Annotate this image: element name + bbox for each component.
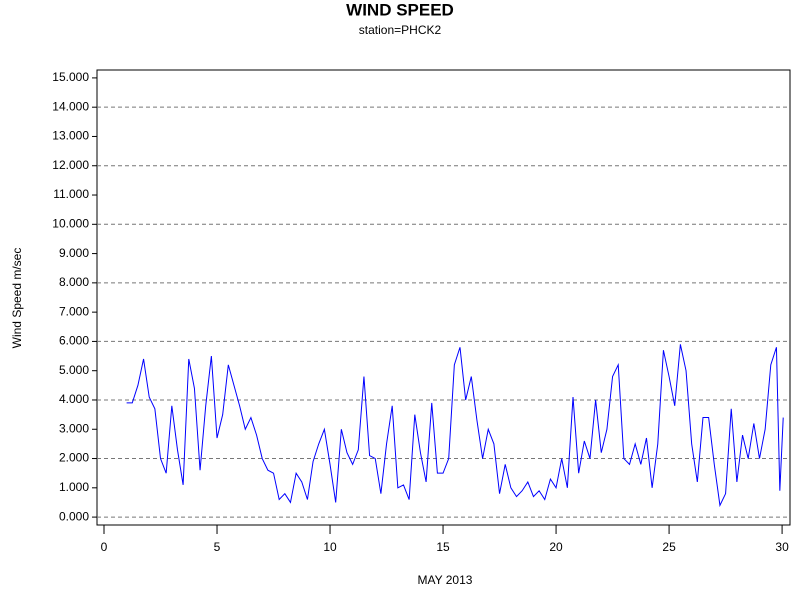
y-tick-label: 1.000 (59, 480, 89, 494)
y-tick-label: 11.000 (53, 187, 89, 201)
chart-title: WIND SPEED (346, 0, 454, 19)
x-tick-label: 30 (775, 540, 789, 554)
x-tick-label: 15 (436, 540, 450, 554)
y-tick-label: 6.000 (59, 334, 89, 348)
data-line (126, 344, 784, 508)
x-tick-label: 5 (214, 540, 221, 554)
y-tick-label: 3.000 (59, 421, 89, 435)
y-tick-label: 8.000 (59, 275, 89, 289)
chart-subtitle: station=PHCK2 (359, 23, 442, 37)
x-axis-label: MAY 2013 (418, 573, 473, 587)
y-tick-label: 9.000 (59, 246, 89, 260)
y-tick-label: 7.000 (59, 304, 89, 318)
y-tick-label: 15.000 (52, 70, 89, 84)
x-tick-label: 0 (101, 540, 108, 554)
x-tick-label: 20 (549, 540, 563, 554)
x-tick-label: 25 (662, 540, 676, 554)
y-tick-label: 2.000 (59, 451, 89, 465)
y-axis-label: Wind Speed m/sec (10, 248, 24, 349)
y-tick-label: 13.000 (52, 129, 89, 143)
y-tick-label: 14.000 (52, 99, 89, 113)
y-tick-label: 5.000 (59, 363, 89, 377)
y-tick-label: 12.000 (52, 158, 89, 172)
y-tick-label: 0.000 (59, 509, 89, 523)
y-tick-label: 10.000 (52, 216, 89, 230)
y-tick-label: 4.000 (59, 392, 89, 406)
x-tick-label: 10 (323, 540, 337, 554)
